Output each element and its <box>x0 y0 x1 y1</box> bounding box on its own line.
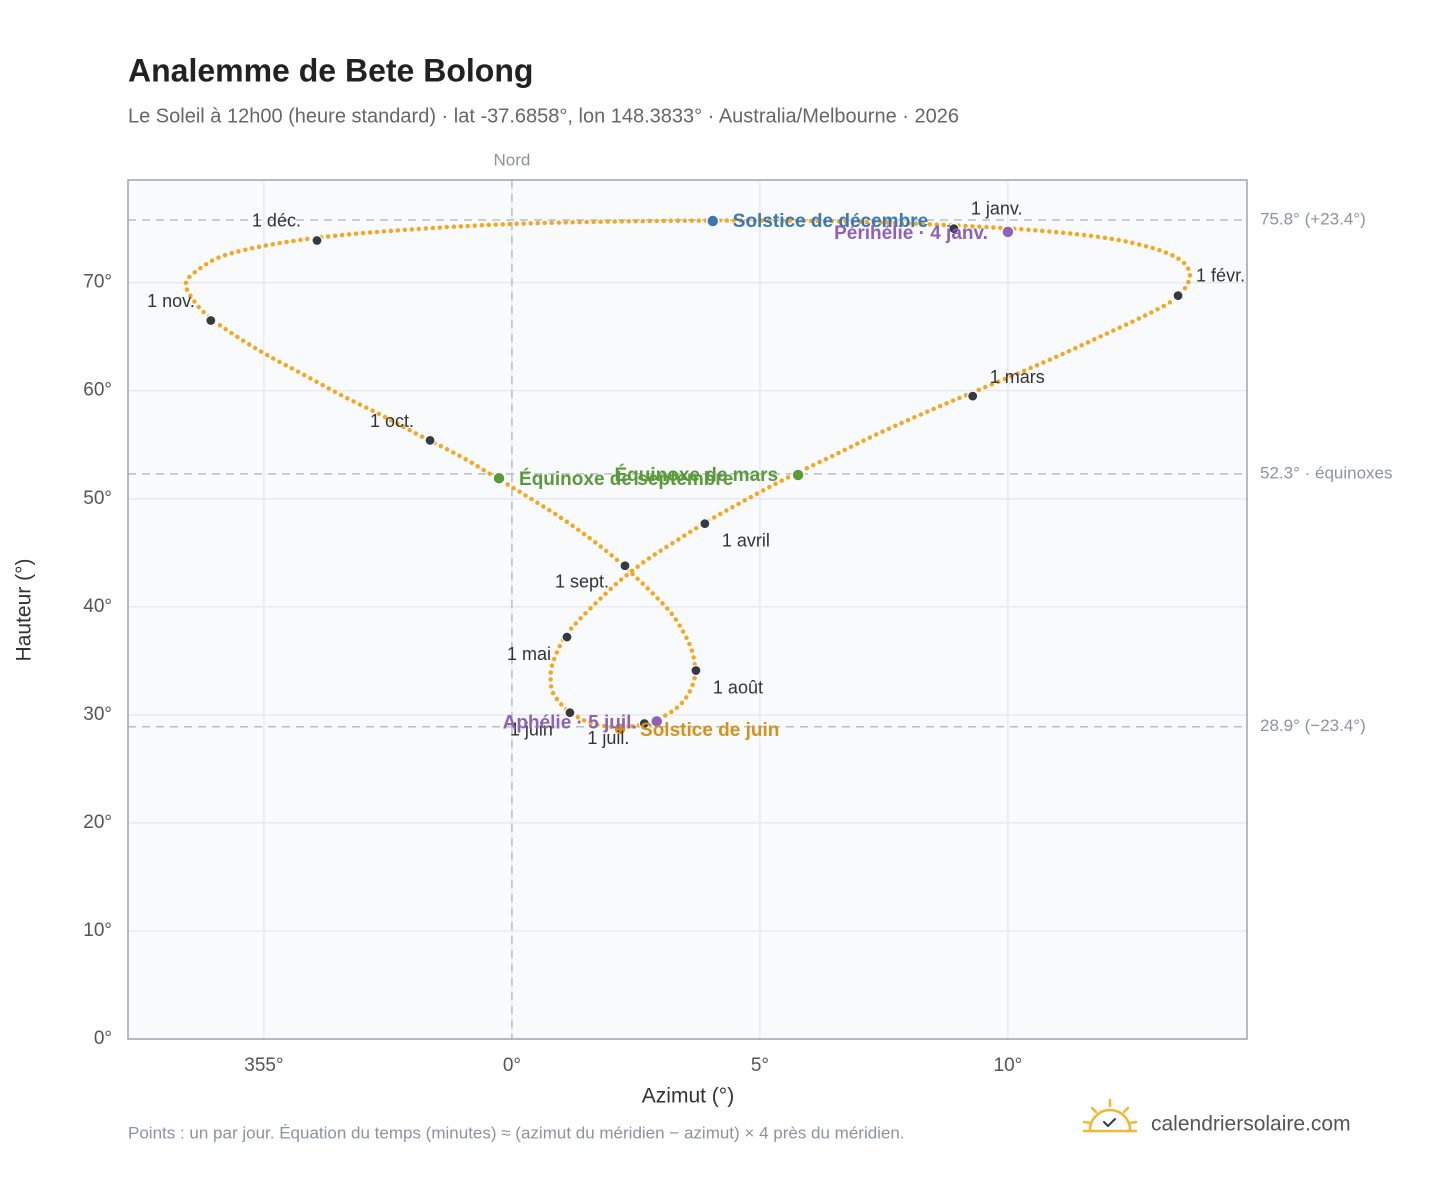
month-label: 1 avril <box>722 530 770 550</box>
reference-label: 75.8° (+23.4°) <box>1260 209 1366 228</box>
brand-logo <box>1082 1098 1138 1133</box>
event-label: Solstice de décembre <box>733 211 928 232</box>
event-marker <box>649 714 664 729</box>
event-label: Périhélie · 4 janv. <box>834 223 988 244</box>
event-marker <box>613 722 627 736</box>
y-axis-title: Hauteur (°) <box>13 559 36 662</box>
x-tick-label: 355° <box>244 1055 283 1076</box>
month-label: 1 mai <box>507 644 551 664</box>
x-tick-label: 5° <box>751 1055 769 1076</box>
event-label: Aphélie · 5 juil. <box>503 712 637 733</box>
month-label: 1 juin <box>510 719 553 739</box>
month-marker <box>638 717 650 730</box>
plot-frame <box>127 179 1248 1040</box>
y-tick-label: 20° <box>83 812 112 833</box>
event-marker <box>492 471 506 485</box>
month-label: 1 déc. <box>252 210 301 230</box>
month-marker <box>690 664 702 677</box>
month-label: 1 sept. <box>555 571 609 591</box>
month-label: 1 août <box>713 677 763 697</box>
month-marker <box>424 434 436 447</box>
month-label: 1 mars <box>990 367 1045 387</box>
y-tick-label: 60° <box>83 380 112 401</box>
event-label: Solstice de juin <box>640 720 779 741</box>
month-label: 1 févr. <box>1196 265 1245 285</box>
chart-subtitle: Le Soleil à 12h00 (heure standard) · lat… <box>128 105 959 127</box>
y-tick-label: 10° <box>83 920 112 941</box>
event-marker <box>706 214 720 228</box>
event-label: Équinoxe de mars <box>614 464 778 486</box>
month-marker <box>564 707 576 719</box>
event-marker <box>791 468 805 482</box>
y-tick-label: 50° <box>83 488 112 509</box>
month-marker <box>948 223 960 235</box>
month-marker <box>619 560 631 572</box>
north-label: Nord <box>493 150 530 169</box>
month-label: 1 juil. <box>587 728 629 748</box>
y-tick-label: 0° <box>94 1028 112 1049</box>
month-marker <box>205 314 217 327</box>
brand: calendriersolaire.com <box>1151 1113 1351 1136</box>
grid <box>128 180 1247 1040</box>
month-marker <box>311 234 323 247</box>
analemma-dots <box>183 218 1193 730</box>
reference-label: 28.9° (−23.4°) <box>1260 716 1366 735</box>
event-label: Équinoxe de septembre <box>519 468 733 490</box>
month-label: 1 janv. <box>971 198 1023 218</box>
x-tick-label: 0° <box>503 1055 521 1076</box>
footnote: Points : un par jour. Équation du temps … <box>128 1123 905 1142</box>
month-label: 1 nov. <box>147 291 195 311</box>
month-label: 1 oct. <box>370 411 414 431</box>
event-marker <box>1001 225 1015 239</box>
x-axis-title: Azimut (°) <box>642 1085 734 1108</box>
y-tick-label: 70° <box>83 272 112 293</box>
month-marker <box>1172 290 1184 302</box>
y-tick-label: 40° <box>83 596 112 617</box>
reference-label: 52.3° · équinoxes <box>1260 463 1393 482</box>
y-tick-label: 30° <box>83 704 112 725</box>
marks <box>183 214 1193 736</box>
x-tick-label: 10° <box>994 1055 1023 1076</box>
chart-title: Analemme de Bete Bolong <box>128 52 533 88</box>
month-marker <box>967 390 979 402</box>
plot-background <box>128 180 1247 1039</box>
month-marker <box>561 631 573 643</box>
month-marker <box>699 517 711 530</box>
